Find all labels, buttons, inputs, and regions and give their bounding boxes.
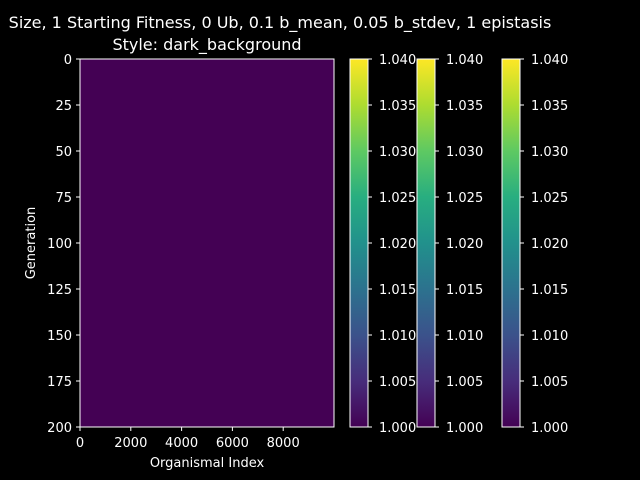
y-tick-label: 150 [47, 329, 72, 344]
colorbar-tick-label: 1.030 [446, 145, 483, 160]
colorbar-tick-label: 1.015 [446, 283, 483, 298]
colorbar-tick-label: 1.035 [531, 99, 568, 114]
x-tick-label: 8000 [267, 436, 300, 451]
colorbar-tick-label: 1.025 [531, 191, 568, 206]
y-tick-label: 100 [47, 237, 72, 252]
colorbar-tick-label: 1.015 [531, 283, 568, 298]
colorbar-gradient [502, 59, 520, 427]
y-axis-label: Generation [24, 207, 39, 280]
colorbar-tick-label: 1.005 [531, 375, 568, 390]
x-axis-label: Organismal Index [150, 456, 265, 471]
x-tick-label: 4000 [165, 436, 198, 451]
colorbar: 1.000 1.005 1.010 1.015 1.020 1.025 1.030 1.035… [416, 53, 483, 436]
colorbar-tick-label: 1.020 [531, 237, 568, 252]
x-tick-label: 6000 [216, 436, 249, 451]
colorbar-tick-label: 1.005 [379, 375, 416, 390]
colorbar-tick-label: 1.010 [446, 329, 483, 344]
colorbar-tick-label: 1.015 [379, 283, 416, 298]
colorbar-gradient [417, 59, 435, 427]
x-tick-label: 0 [76, 436, 84, 451]
y-tick-label: 75 [55, 191, 72, 206]
colorbar-tick-label: 1.040 [531, 53, 568, 68]
colorbar-tick-label: 1.040 [446, 53, 483, 68]
colorbar-tick-label: 1.030 [531, 145, 568, 160]
colorbar-tick-label: 1.030 [379, 145, 416, 160]
colorbar-tick-label: 1.025 [446, 191, 483, 206]
colorbar-tick-label: 1.040 [379, 53, 416, 68]
colorbar-tick-label: 1.005 [446, 375, 483, 390]
colorbar-tick-label: 1.010 [531, 329, 568, 344]
colorbar: 1.000 1.005 1.010 1.015 1.020 1.025 1.030 1.035… [501, 53, 568, 436]
colorbar-tick-label: 1.000 [531, 421, 568, 436]
colorbar-tick-label: 1.020 [446, 237, 483, 252]
y-tick-label: 125 [47, 283, 72, 298]
colorbars: 1.000 1.005 1.010 1.015 1.020 1.025 1.030 1.035… [349, 53, 568, 436]
x-axis-ticks: 0 2000 4000 6000 8000 [76, 427, 300, 451]
chart-title-line1: Size, 1 Starting Fitness, 0 Ub, 0.1 b_me… [9, 13, 552, 33]
y-tick-label: 175 [47, 375, 72, 390]
y-tick-label: 25 [55, 99, 72, 114]
chart-title-line2: Style: dark_background [112, 35, 301, 55]
x-tick-label: 2000 [114, 436, 147, 451]
heatmap-image [80, 59, 334, 427]
colorbar-tick-label: 1.000 [379, 421, 416, 436]
colorbar-tick-label: 1.000 [446, 421, 483, 436]
colorbar-tick-label: 1.035 [379, 99, 416, 114]
colorbar-tick-label: 1.035 [446, 99, 483, 114]
colorbar-tick-label: 1.010 [379, 329, 416, 344]
colorbar: 1.000 1.005 1.010 1.015 1.020 1.025 1.030 1.035… [349, 53, 416, 436]
y-tick-label: 0 [64, 53, 72, 68]
y-axis-ticks: 0 25 50 75 100 125 150 175 200 [47, 53, 80, 436]
y-tick-label: 200 [47, 421, 72, 436]
colorbar-gradient [350, 59, 368, 427]
colorbar-tick-label: 1.020 [379, 237, 416, 252]
colorbar-tick-label: 1.025 [379, 191, 416, 206]
y-tick-label: 50 [55, 145, 72, 160]
